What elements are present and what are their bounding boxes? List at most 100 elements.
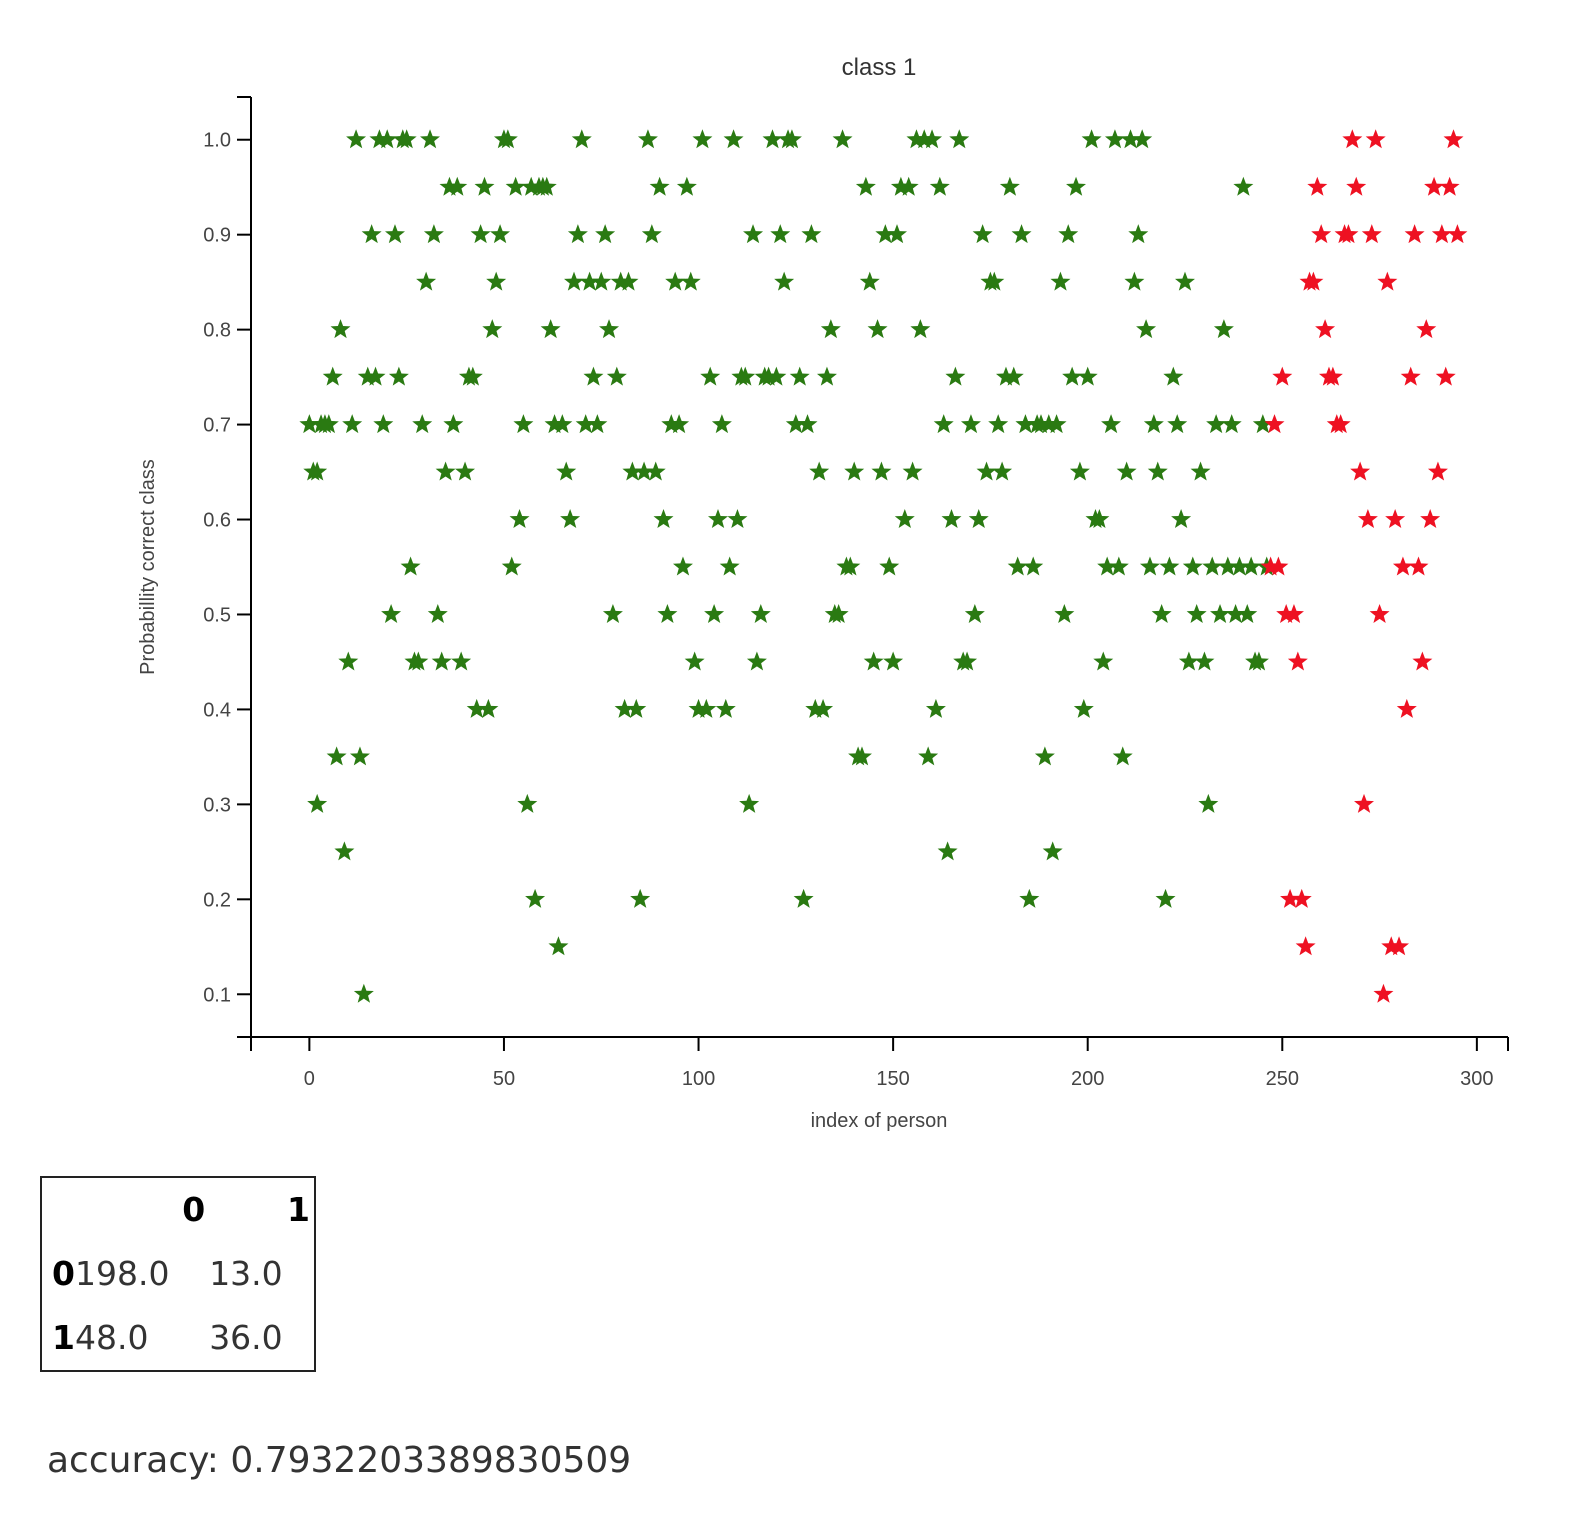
data-point-star (1101, 414, 1122, 434)
data-point-star (381, 603, 402, 623)
data-point-star (801, 224, 822, 244)
data-point-star (1210, 603, 1230, 623)
data-point-star (1400, 366, 1421, 386)
y-tick-label: 0.7 (203, 415, 231, 437)
data-point-star (326, 746, 347, 766)
data-point-star (1139, 556, 1160, 576)
data-point-star (797, 414, 818, 434)
data-point-star (439, 176, 460, 196)
data-point-star (696, 698, 717, 718)
data-point-star (1011, 224, 1032, 244)
data-point-star (1054, 603, 1075, 623)
data-point-star (634, 461, 655, 481)
data-point-star (560, 509, 581, 529)
data-point-star (700, 366, 721, 386)
data-point-star (960, 414, 981, 434)
data-point-star (1206, 414, 1227, 434)
data-point-star (548, 936, 569, 956)
data-point-star (859, 271, 880, 291)
data-point-star (1307, 176, 1328, 196)
data-point-star (377, 129, 398, 149)
data-point-star (564, 271, 584, 291)
data-point-star (373, 414, 394, 434)
data-point-star (1151, 603, 1172, 623)
data-point-star (910, 319, 931, 339)
data-point-star (556, 461, 577, 481)
data-point-star (1003, 366, 1024, 386)
data-point-star (606, 366, 627, 386)
data-point-star (618, 271, 639, 291)
data-point-star (708, 509, 728, 529)
data-point-star (412, 414, 433, 434)
data-point-star (1155, 888, 1176, 908)
data-point-star (871, 461, 892, 481)
data-point-star (552, 414, 573, 434)
data-point-star (478, 698, 499, 718)
data-point-star (517, 793, 538, 813)
data-point-star (474, 176, 495, 196)
data-point-star (587, 414, 608, 434)
data-point-star (1186, 603, 1207, 623)
data-point-star (875, 224, 896, 244)
data-point-star (1120, 129, 1141, 149)
data-point-star (497, 129, 518, 149)
data-point-star (330, 319, 351, 339)
data-point-star (338, 651, 359, 671)
data-point-star (1303, 271, 1324, 291)
data-point-star (902, 461, 923, 481)
data-point-star (357, 366, 378, 386)
data-point-star (435, 461, 456, 481)
data-point-star (918, 746, 939, 766)
data-point-star (852, 746, 872, 766)
data-point-star (1124, 271, 1145, 291)
data-point-star (1322, 366, 1343, 386)
data-point-star (805, 698, 826, 718)
data-point-star (746, 651, 767, 671)
data-point-star (1143, 414, 1164, 434)
data-point-star (680, 271, 701, 291)
data-point-star (723, 129, 744, 149)
x-tick-label: 100 (682, 1068, 715, 1090)
data-point-star (513, 414, 534, 434)
data-point-star (626, 698, 647, 718)
data-point-star (1283, 603, 1304, 623)
data-point-star (1369, 603, 1390, 623)
data-point-star (455, 461, 476, 481)
y-tick-label: 1.0 (203, 130, 231, 152)
data-point-star (602, 603, 623, 623)
data-point-star (1260, 556, 1281, 576)
data-point-star (318, 414, 339, 434)
data-point-star (914, 129, 935, 149)
data-point-star (1217, 556, 1238, 576)
data-point-star (999, 176, 1020, 196)
data-point-star (1034, 746, 1055, 766)
data-point-star (1167, 414, 1188, 434)
row-header: 1 (52, 1318, 75, 1357)
data-point-star (813, 698, 834, 718)
x-tick-label: 200 (1071, 1068, 1104, 1090)
data-point-star (1365, 129, 1386, 149)
data-point-star (988, 414, 1009, 434)
data-point-star (1093, 651, 1114, 671)
data-point-star (536, 176, 557, 196)
data-point-star (599, 319, 620, 339)
column-header: 1 (287, 1190, 310, 1229)
data-point-star (890, 176, 911, 196)
data-point-star (1066, 176, 1087, 196)
data-point-star (1338, 224, 1359, 244)
table-row: 0 198.0 13.0 (41, 1242, 315, 1306)
data-point-star (1427, 461, 1448, 481)
data-point-star (486, 271, 507, 291)
data-point-star (1182, 556, 1203, 576)
data-point-star (922, 129, 943, 149)
data-point-star (672, 556, 693, 576)
data-point-star (770, 224, 791, 244)
confusion-matrix-table: 0 1 0 198.0 13.0 1 48.0 36.0 (40, 1176, 316, 1372)
data-point-star (540, 319, 561, 339)
data-point-star (1295, 936, 1316, 956)
data-point-star (583, 366, 604, 386)
y-axis: 0.1 0.2 0.3 0.4 0.5 0.6 0.7 0.8 0.9 1.0 (203, 96, 252, 1038)
data-point-star (1361, 224, 1382, 244)
data-point-star (1046, 414, 1067, 434)
data-point-star (509, 509, 530, 529)
